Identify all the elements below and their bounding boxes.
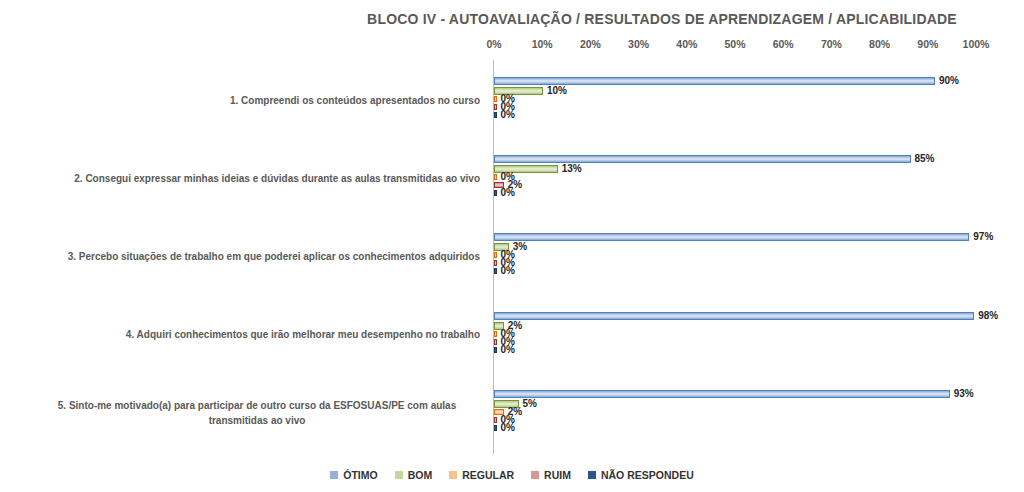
x-axis-tick: 10% (532, 38, 553, 50)
x-axis-tick: 0% (486, 38, 501, 50)
category-row: 3. Percebo situações de trabalho em que … (0, 218, 1024, 296)
legend-item: NÃO RESPONDEU (588, 469, 694, 481)
legend-color-swatch (449, 471, 457, 479)
bar-value-label: 0% (501, 110, 515, 120)
x-axis-tick: 30% (628, 38, 649, 50)
category-row: 2. Consegui expressar minhas ideias e dú… (0, 140, 1024, 218)
legend-item-label: NÃO RESPONDEU (601, 469, 694, 481)
legend-item: RUIM (531, 469, 571, 481)
category-label: 3. Percebo situações de trabalho em que … (0, 218, 486, 296)
x-axis-tick: 100% (963, 38, 990, 50)
legend-item-label: ÓTIMO (343, 469, 377, 481)
bar-value-label: 97% (973, 232, 993, 242)
bar-value-label: 85% (915, 154, 935, 164)
bar-value-label: 0% (501, 266, 515, 276)
category-label: 4. Adquiri conhecimentos que irão melhor… (0, 297, 486, 375)
x-axis-tick: 60% (773, 38, 794, 50)
bar-value-label: 0% (501, 423, 515, 433)
bar-value-label: 5% (523, 399, 537, 409)
bar-value-label: 0% (501, 188, 515, 198)
bar (494, 260, 497, 266)
bar (494, 233, 969, 241)
category-label: 2. Consegui expressar minhas ideias e dú… (0, 140, 486, 218)
bar-chart: BLOCO IV - AUTOAVALIAÇÃO / RESULTADOS DE… (0, 0, 1024, 492)
legend-color-swatch (330, 471, 338, 479)
bar (494, 174, 497, 180)
bar-value-label: 10% (547, 86, 567, 96)
x-axis-tick: 90% (917, 38, 938, 50)
legend-item: ÓTIMO (330, 469, 377, 481)
x-axis-tick: 50% (724, 38, 745, 50)
bar-value-label: 98% (978, 311, 998, 321)
bar-value-label: 90% (939, 76, 959, 86)
bar-value-label: 13% (562, 164, 582, 174)
bar (494, 252, 497, 258)
legend-item-label: REGULAR (462, 469, 514, 481)
bar (494, 425, 497, 431)
legend-item-label: BOM (408, 469, 433, 481)
legend-item: BOM (395, 469, 433, 481)
x-axis-tick: 20% (580, 38, 601, 50)
category-label: 5. Sinto-me motivado(a) para participar … (0, 375, 486, 453)
chart-title: BLOCO IV - AUTOAVALIAÇÃO / RESULTADOS DE… (300, 11, 1024, 27)
bar (494, 77, 935, 85)
category-row: 5. Sinto-me motivado(a) para participar … (0, 375, 1024, 453)
category-row: 1. Compreendi os conteúdos apresentados … (0, 62, 1024, 140)
x-axis-tick: 70% (821, 38, 842, 50)
category-label: 1. Compreendi os conteúdos apresentados … (0, 62, 486, 140)
category-row: 4. Adquiri conhecimentos que irão melhor… (0, 297, 1024, 375)
legend-item-label: RUIM (544, 469, 571, 481)
bar (494, 268, 497, 274)
bar (494, 190, 497, 196)
bar (494, 339, 497, 345)
bar (494, 417, 497, 423)
bar-value-label: 0% (501, 345, 515, 355)
legend-color-swatch (395, 471, 403, 479)
bar (494, 155, 911, 163)
bar (494, 112, 497, 118)
legend-item: REGULAR (449, 469, 514, 481)
bar (494, 96, 497, 102)
bar (494, 331, 497, 337)
x-axis-tick: 40% (676, 38, 697, 50)
legend-color-swatch (588, 471, 596, 479)
bar (494, 312, 974, 320)
bar (494, 390, 950, 398)
bar (494, 104, 497, 110)
bar-value-label: 93% (954, 389, 974, 399)
legend-color-swatch (531, 471, 539, 479)
legend: ÓTIMO BOM REGULAR RUIM NÃO RESPONDEU (0, 466, 1024, 484)
x-axis-tick: 80% (869, 38, 890, 50)
bar (494, 347, 497, 353)
